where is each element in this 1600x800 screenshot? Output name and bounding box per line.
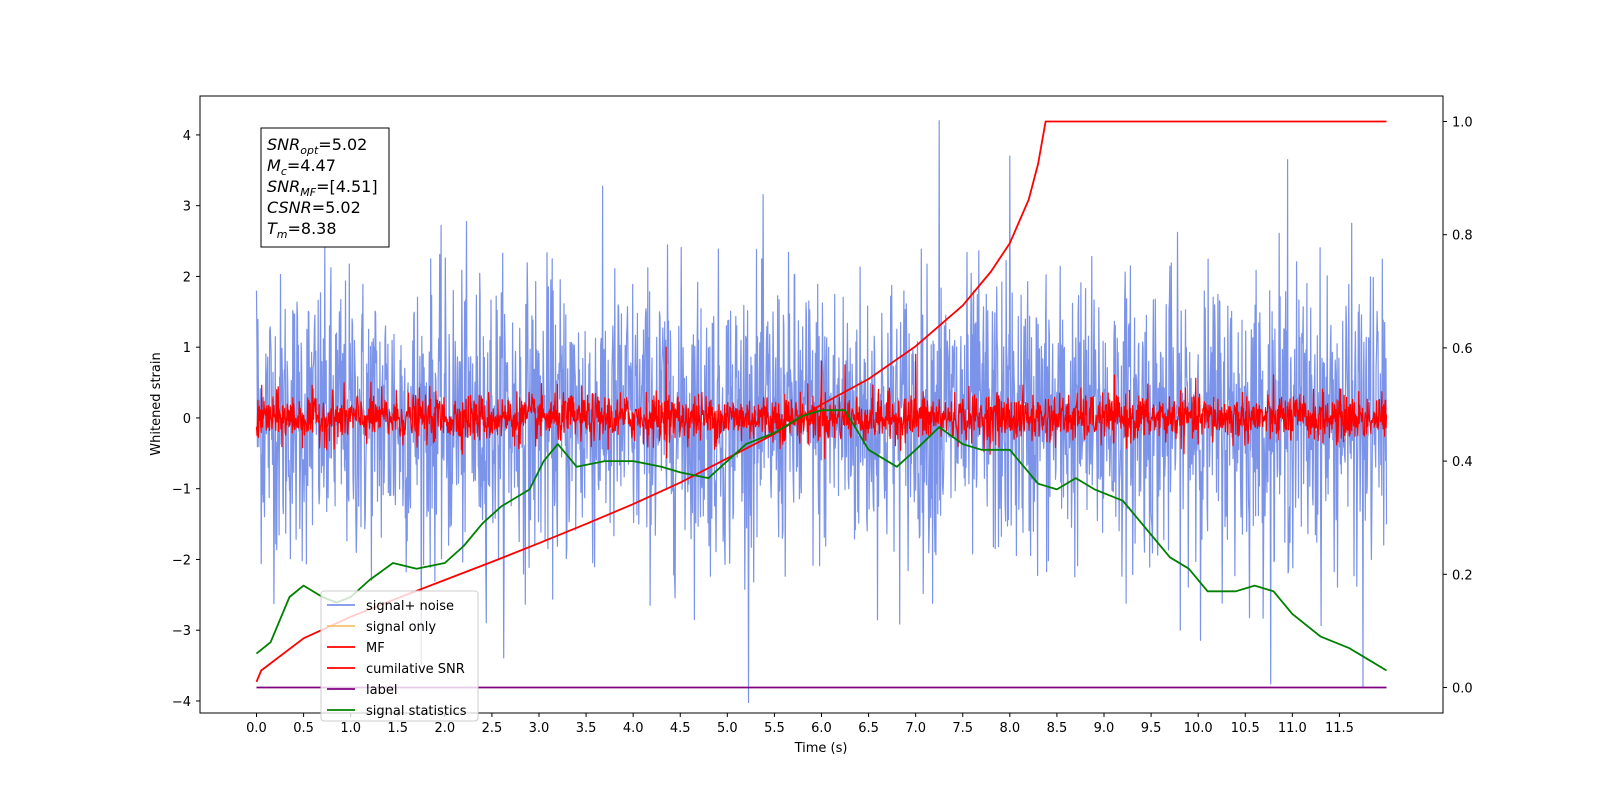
info-value: =5.02 [318, 135, 367, 154]
info-symbol: M [267, 156, 281, 175]
info-subscript: m [277, 228, 288, 241]
info-box: SNRopt=5.02Mc=4.47SNRMF=[4.51]CSNR=5.02T… [260, 127, 390, 248]
legend-label: signal+ noise [366, 599, 454, 614]
y2-tick-label: 0.0 [1452, 682, 1473, 697]
info-subscript: c [281, 165, 287, 178]
series-signal-statistics [255, 409, 1387, 672]
legend: signal+ noise signal only MF cumilative SNR… [320, 590, 479, 722]
legend-frame [320, 590, 479, 722]
series-mf [255, 346, 1388, 460]
y-tick-label: 1 [183, 341, 191, 356]
y2-tick-label: 0.2 [1452, 568, 1473, 583]
y-axis-ticks: 4 3 2 1 0 −1 −2 −3 −4 [172, 129, 200, 710]
x-tick-label: 5.0 [717, 721, 738, 736]
x-axis-ticks: 0.0 0.5 1.0 1.5 2.0 2.5 3.0 3.5 4.0 4.5 5.0 5.5 6.0 6… [246, 713, 1354, 736]
x-tick-label: 4.0 [623, 721, 644, 736]
y2-tick-label: 0.4 [1452, 455, 1473, 470]
legend-label: label [366, 683, 397, 698]
y-tick-label: −3 [172, 624, 191, 639]
x-tick-label: 7.5 [952, 721, 973, 736]
x-tick-label: 9.0 [1094, 721, 1115, 736]
y-tick-label: 2 [183, 270, 191, 285]
y2-tick-label: 0.8 [1452, 229, 1473, 244]
info-symbol: CSNR [267, 198, 312, 217]
y-tick-label: 0 [183, 412, 191, 427]
x-tick-label: 6.5 [858, 721, 879, 736]
legend-label: signal only [366, 620, 436, 635]
x-tick-label: 9.5 [1141, 721, 1162, 736]
info-value: =4.47 [287, 156, 336, 175]
info-box-line: CSNR=5.02 [267, 198, 361, 217]
y-tick-label: 3 [183, 200, 191, 215]
y-axis-label: Whitened strain [149, 352, 164, 455]
x-tick-label: 2.5 [482, 721, 503, 736]
info-box-line: SNRopt=5.02 [267, 135, 367, 157]
info-box-line: SNRMF=[4.51] [267, 177, 378, 199]
x-tick-label: 8.5 [1047, 721, 1068, 736]
info-symbol: SNR [267, 135, 300, 154]
x-tick-label: 1.0 [340, 721, 361, 736]
info-box-line: Mc=4.47 [267, 156, 336, 178]
info-symbol: SNR [267, 177, 300, 196]
info-symbol: T [267, 219, 278, 238]
x-axis-label: Time (s) [794, 741, 848, 756]
x-tick-label: 10.5 [1231, 721, 1260, 736]
x-tick-label: 5.5 [764, 721, 785, 736]
x-tick-label: 2.0 [434, 721, 455, 736]
x-tick-label: 3.5 [576, 721, 597, 736]
x-tick-label: 0.0 [246, 721, 267, 736]
info-value: =[4.51] [316, 177, 378, 196]
y2-tick-label: 1.0 [1452, 115, 1473, 130]
x-tick-label: 3.0 [529, 721, 550, 736]
x-tick-label: 11.5 [1325, 721, 1354, 736]
x-tick-label: 1.5 [387, 721, 408, 736]
info-box-frame [260, 127, 390, 248]
info-box-line: Tm=8.38 [267, 219, 337, 241]
x-tick-label: 10.0 [1184, 721, 1213, 736]
y2-tick-label: 0.6 [1452, 342, 1473, 357]
legend-label: MF [366, 641, 385, 656]
info-subscript: opt [300, 144, 319, 157]
legend-label: cumilative SNR [366, 662, 465, 677]
y-tick-label: −1 [172, 483, 191, 498]
x-tick-label: 11.0 [1278, 721, 1307, 736]
y-tick-label: −4 [172, 695, 191, 710]
info-value: =8.38 [288, 219, 337, 238]
info-subscript: MF [300, 186, 316, 199]
y-tick-label: −2 [172, 553, 191, 568]
info-value: =5.02 [312, 198, 361, 217]
x-tick-label: 0.5 [293, 721, 314, 736]
y-tick-label: 4 [183, 129, 191, 144]
x-tick-label: 6.0 [811, 721, 832, 736]
legend-label: signal statistics [366, 704, 467, 719]
x-tick-label: 7.0 [905, 721, 926, 736]
x-tick-label: 8.0 [999, 721, 1020, 736]
x-tick-label: 4.5 [670, 721, 691, 736]
y2-axis-ticks: 1.0 0.8 0.6 0.4 0.2 0.0 [1443, 115, 1473, 697]
